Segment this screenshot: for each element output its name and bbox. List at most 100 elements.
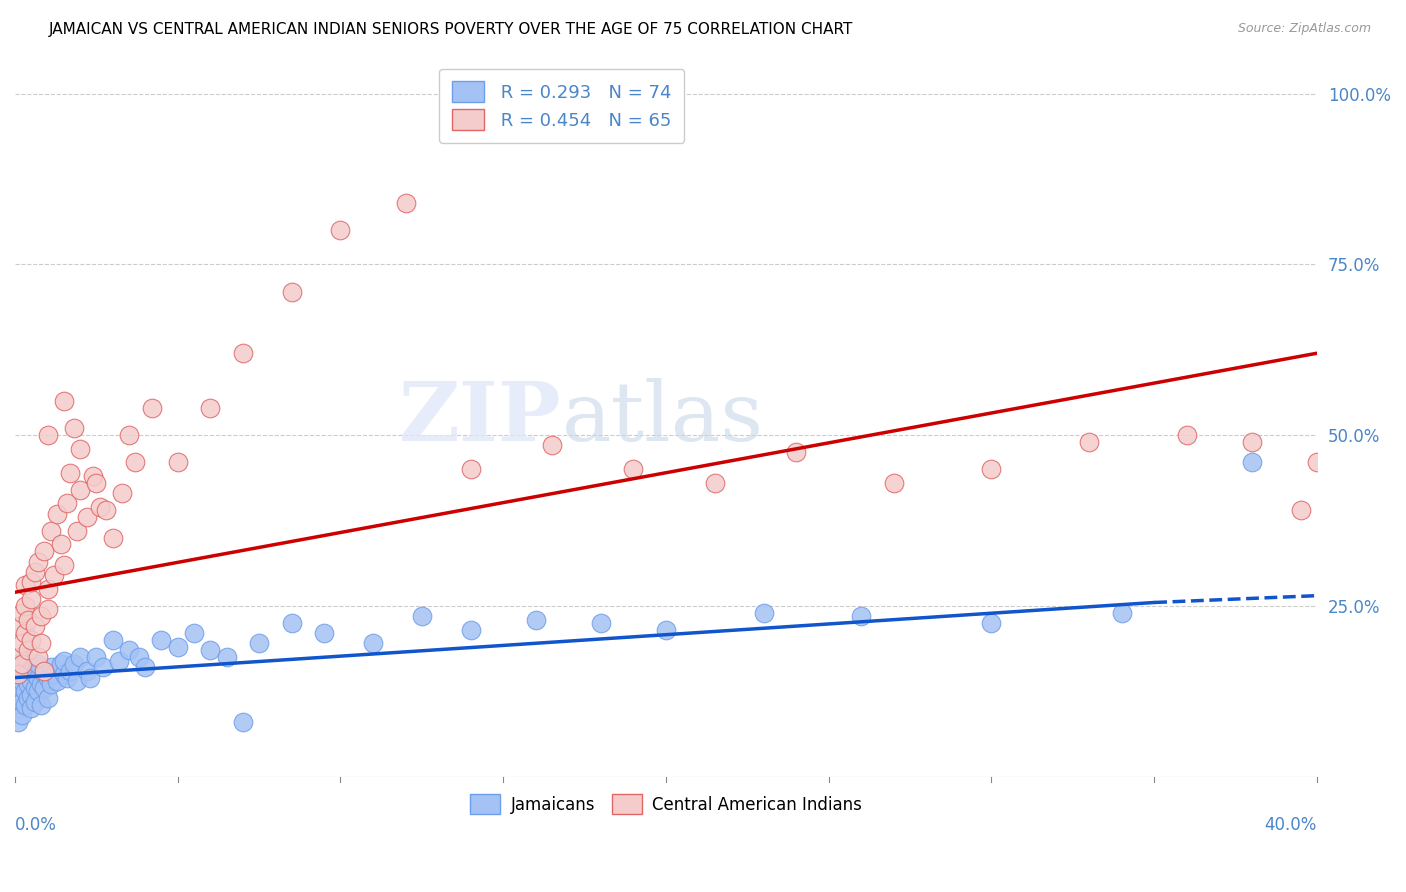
Point [232,714,254,729]
Point [460,462,482,476]
Point [183,626,205,640]
Point [118,428,141,442]
Point [166,455,188,469]
Point [14,599,37,613]
Point [20,688,42,702]
Point [30,698,52,712]
Point [200,401,222,415]
Point [14,671,37,685]
Point [1240,435,1263,450]
Point [7,619,30,633]
Point [30,677,52,691]
Point [1289,503,1312,517]
Point [785,445,807,459]
Point [541,438,564,452]
Point [94,503,117,517]
Point [37,671,59,685]
Point [361,636,384,650]
Point [14,684,37,698]
Point [24,565,46,579]
Point [24,694,46,708]
Point [52,394,75,409]
Point [49,537,72,551]
Point [20,660,42,674]
Point [20,701,42,715]
Point [10,657,32,671]
Point [883,475,905,490]
Point [30,636,52,650]
Point [27,555,49,569]
Point [24,681,46,695]
Point [1111,606,1133,620]
Point [280,615,302,630]
Point [34,544,56,558]
Point [52,558,75,572]
Point [10,681,32,695]
Point [460,623,482,637]
Text: ZIP: ZIP [399,378,562,458]
Point [1175,428,1198,442]
Point [20,633,42,648]
Point [124,455,146,469]
Point [851,609,873,624]
Point [37,428,59,442]
Point [101,531,124,545]
Point [59,466,82,480]
Point [280,285,302,299]
Point [37,582,59,596]
Point [10,708,32,723]
Legend: Jamaicans, Central American Indians: Jamaicans, Central American Indians [463,786,870,822]
Point [10,606,32,620]
Point [1240,455,1263,469]
Point [141,401,163,415]
Point [1078,435,1101,450]
Point [7,667,30,681]
Point [232,346,254,360]
Point [62,657,84,671]
Text: atlas: atlas [562,378,763,458]
Text: 40.0%: 40.0% [1264,816,1317,834]
Point [215,650,238,665]
Point [69,442,91,456]
Point [17,613,39,627]
Point [7,650,30,665]
Point [20,574,42,589]
Point [66,673,89,688]
Point [7,688,30,702]
Point [20,592,42,607]
Point [14,698,37,712]
Point [24,667,46,681]
Point [69,650,91,665]
Text: JAMAICAN VS CENTRAL AMERICAN INDIAN SENIORS POVERTY OVER THE AGE OF 75 CORRELATI: JAMAICAN VS CENTRAL AMERICAN INDIAN SENI… [49,22,853,37]
Point [108,654,131,668]
Point [34,664,56,678]
Point [752,606,775,620]
Point [150,633,173,648]
Point [980,462,1002,476]
Point [42,667,65,681]
Point [49,657,72,671]
Point [79,671,101,685]
Point [17,677,39,691]
Point [118,643,141,657]
Point [17,664,39,678]
Point [62,421,84,435]
Point [703,475,725,490]
Point [52,654,75,668]
Point [17,691,39,706]
Point [10,673,32,688]
Point [134,660,156,674]
Point [27,671,49,685]
Point [200,643,222,657]
Point [39,524,62,538]
Point [82,469,104,483]
Point [86,650,108,665]
Point [76,510,98,524]
Point [37,691,59,706]
Point [329,223,352,237]
Point [7,667,30,681]
Point [56,671,79,685]
Point [56,496,79,510]
Point [1306,455,1329,469]
Point [7,714,30,729]
